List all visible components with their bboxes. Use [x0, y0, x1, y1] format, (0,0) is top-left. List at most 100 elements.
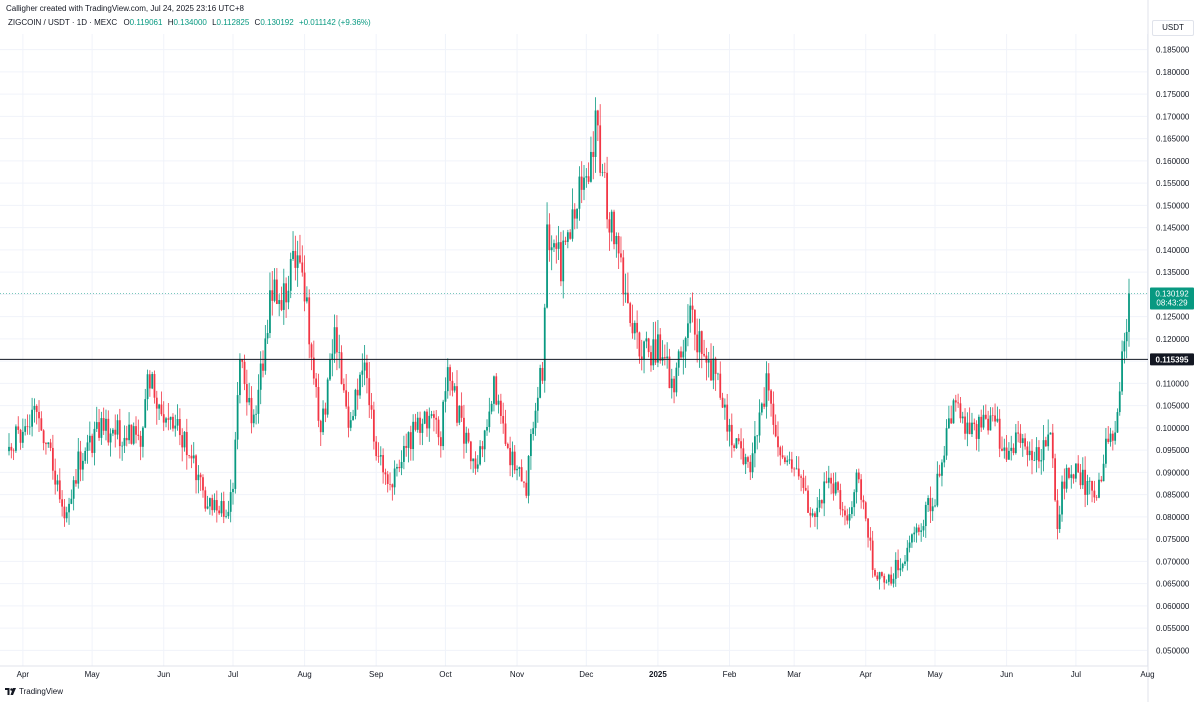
- y-tick-label: 0.165000: [1156, 135, 1190, 144]
- candle-body: [236, 395, 239, 440]
- candle-body: [957, 402, 960, 404]
- candle-body: [458, 405, 461, 423]
- candle-body: [65, 512, 68, 519]
- candle-body: [393, 468, 396, 488]
- candle-body: [416, 417, 419, 430]
- open-value: 0.119061: [129, 18, 163, 27]
- candle-body: [523, 481, 525, 483]
- candle-body: [1042, 440, 1045, 461]
- tradingview-logo-icon: [5, 688, 16, 695]
- candle-body: [192, 455, 195, 459]
- candle-body: [862, 499, 865, 503]
- candle-body: [684, 337, 687, 352]
- candle-body: [308, 297, 311, 345]
- candle-body: [310, 344, 313, 358]
- candle-body: [102, 418, 105, 431]
- candle-body: [428, 415, 431, 429]
- candle-body: [964, 416, 966, 434]
- candle-body: [218, 510, 221, 514]
- y-tick-label: 0.160000: [1156, 157, 1190, 166]
- candle-body: [809, 512, 812, 516]
- candle-body: [259, 363, 262, 390]
- candle-body: [213, 500, 216, 511]
- candle-body: [529, 434, 532, 457]
- currency-button[interactable]: USDT: [1152, 20, 1194, 36]
- candle-body: [811, 513, 814, 516]
- candle-body: [412, 421, 415, 450]
- candle-body: [682, 351, 685, 358]
- candle-body: [606, 172, 609, 220]
- candle-body: [777, 436, 779, 448]
- candle-body: [169, 416, 172, 420]
- y-tick-label: 0.075000: [1156, 535, 1190, 544]
- candle-body: [398, 466, 401, 469]
- candle-body: [495, 376, 498, 405]
- candle-body: [892, 578, 895, 584]
- candle-body: [689, 305, 692, 324]
- candle-body: [439, 437, 442, 447]
- candle-body: [860, 479, 863, 500]
- candle-body: [299, 255, 301, 263]
- candle-body: [460, 405, 463, 418]
- candle-body: [195, 455, 197, 481]
- candle-body: [511, 451, 514, 466]
- y-tick-label: 0.135000: [1156, 268, 1190, 277]
- candle-body: [476, 464, 479, 469]
- candle-body: [248, 397, 251, 403]
- candle-body: [804, 487, 807, 491]
- candle-body: [269, 290, 271, 334]
- candle-body: [599, 125, 602, 173]
- x-tick-label: Feb: [723, 670, 737, 679]
- candle-body: [72, 480, 75, 499]
- candle-body: [151, 374, 154, 389]
- high-label: H: [167, 18, 174, 27]
- x-tick-label: Aug: [297, 670, 311, 679]
- candle-body: [698, 331, 701, 353]
- candle-body: [855, 472, 858, 493]
- candle-body: [904, 561, 906, 564]
- symbol-name: ZIGCOIN / USDT · 1D · MEXC: [8, 18, 118, 27]
- candle-body: [54, 470, 57, 485]
- candle-body: [382, 455, 385, 473]
- candle-body: [243, 361, 246, 385]
- candle-body: [943, 455, 946, 463]
- candle-body: [670, 378, 673, 389]
- candle-body: [610, 211, 613, 233]
- candle-body: [564, 240, 567, 242]
- candle-body: [874, 569, 876, 576]
- candle-body: [153, 374, 156, 398]
- candle-body: [1098, 479, 1100, 498]
- candle-body: [446, 367, 449, 392]
- candle-body: [550, 247, 553, 251]
- candle-body: [887, 574, 890, 582]
- candle-body: [853, 492, 856, 508]
- candle-body: [712, 358, 715, 381]
- candle-body: [1024, 438, 1026, 447]
- x-tick-label: Jul: [1071, 670, 1081, 679]
- candle-body: [751, 453, 754, 473]
- candle-body: [282, 283, 285, 310]
- candle-body: [363, 362, 366, 371]
- candle-body: [765, 373, 768, 407]
- candle-body: [1017, 432, 1020, 434]
- candle-body: [481, 446, 484, 450]
- candle-body: [1061, 481, 1063, 515]
- candle-body: [222, 501, 225, 517]
- candle-body: [35, 405, 38, 412]
- candle-body: [938, 473, 941, 476]
- candle-body: [493, 376, 495, 404]
- candle-body: [913, 532, 916, 535]
- candle-body: [285, 283, 288, 303]
- x-tick-label: Oct: [439, 670, 452, 679]
- candle-body: [1114, 432, 1117, 441]
- candle-body: [723, 404, 726, 408]
- x-tick-label: May: [85, 670, 100, 679]
- candle-body: [1026, 446, 1029, 456]
- candle-body: [197, 474, 200, 481]
- candle-body: [543, 307, 546, 381]
- candle-body: [81, 460, 84, 470]
- candle-body: [850, 507, 853, 515]
- candle-body: [294, 251, 297, 268]
